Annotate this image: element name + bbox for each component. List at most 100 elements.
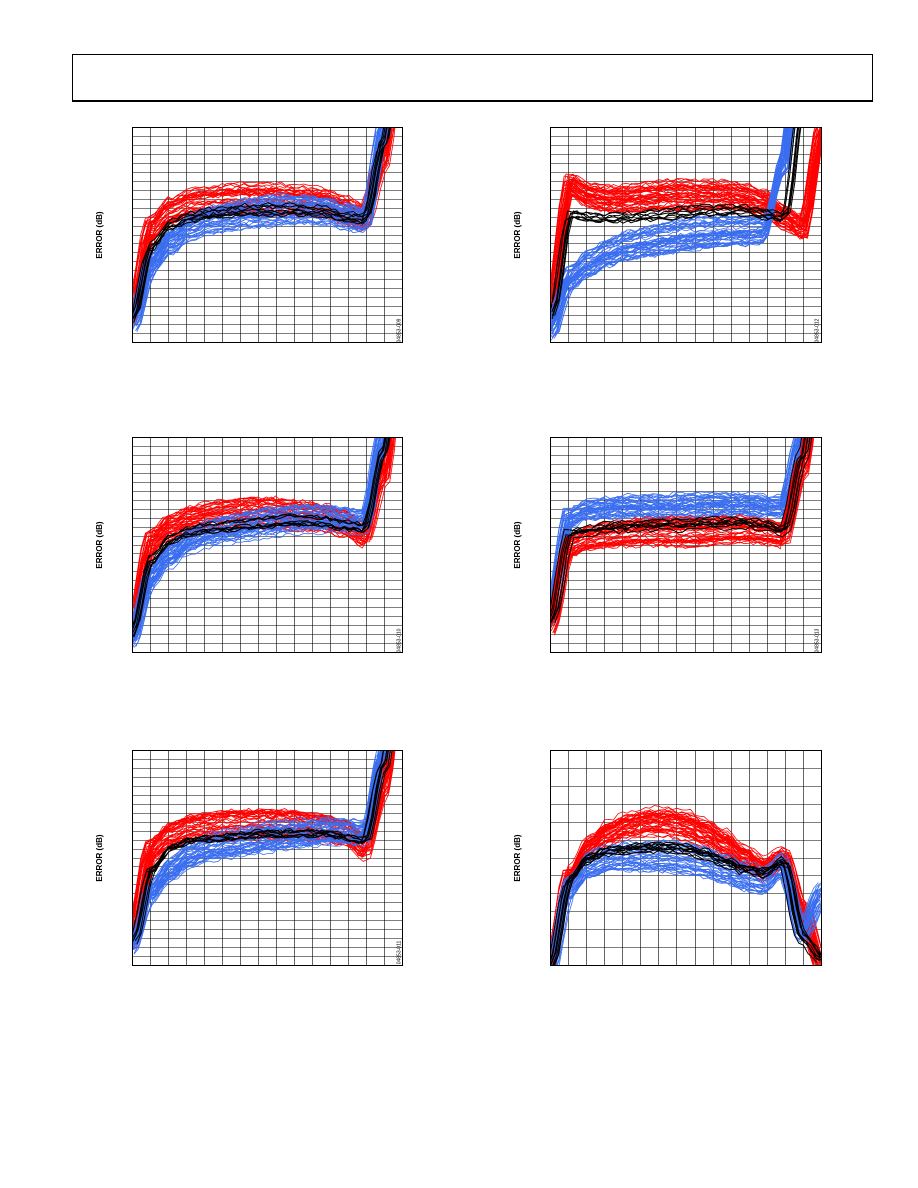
error-plot <box>132 127 403 343</box>
y-axis-label: ERROR (dB) <box>95 834 104 882</box>
series-line-blue <box>550 861 821 966</box>
series-line-red <box>550 127 818 291</box>
error-plot <box>132 750 403 966</box>
series-line-blue <box>550 437 798 605</box>
series-line-red <box>132 127 384 292</box>
series-line-blue <box>132 127 377 307</box>
series-line-black <box>132 127 388 321</box>
series-line-black <box>553 843 822 966</box>
series-line-red <box>550 130 820 301</box>
series-line-blue <box>550 127 790 323</box>
series-line-red <box>554 132 822 300</box>
series-line-red <box>553 144 822 315</box>
series-line-blue <box>132 750 385 951</box>
series-line-black <box>550 437 809 623</box>
series-line-blue <box>550 127 786 313</box>
series-line-red <box>550 127 819 298</box>
series-line-blue <box>553 437 809 624</box>
series-line-red <box>550 127 821 304</box>
y-axis-label: ERROR (dB) <box>513 521 522 569</box>
series-line-red <box>132 750 386 919</box>
page-header-box <box>72 54 873 102</box>
series-line-blue <box>551 866 820 966</box>
series-line-blue <box>132 750 382 938</box>
series-line-blue <box>550 127 786 324</box>
y-axis-label: ERROR (dB) <box>95 521 104 569</box>
y-axis-label: ERROR (dB) <box>513 834 522 882</box>
series-line-blue <box>550 853 822 966</box>
series-line-red <box>132 127 385 300</box>
series-line-blue <box>550 127 790 331</box>
series-line-blue <box>550 437 800 605</box>
series-line-black <box>551 127 800 320</box>
series-line-red <box>132 127 391 313</box>
series-line-blue <box>550 127 792 335</box>
series-line-blue <box>551 437 806 616</box>
series-line-black <box>553 127 801 311</box>
series-line-black <box>132 127 388 322</box>
plot-border <box>550 437 822 653</box>
series-line-blue <box>132 437 387 647</box>
series-line-red <box>550 827 815 966</box>
series-line-black <box>550 437 809 622</box>
series-line-blue <box>136 127 392 332</box>
series-line-black <box>134 750 391 942</box>
series-line-blue <box>135 127 388 322</box>
series-line-blue <box>132 750 382 944</box>
series-line-black <box>550 845 821 964</box>
series-line-blue <box>132 750 379 936</box>
series-line-blue <box>132 437 381 636</box>
series-line-blue <box>554 127 796 336</box>
series-line-blue <box>550 437 803 616</box>
series-line-black <box>132 437 386 629</box>
series-line-blue <box>550 437 795 597</box>
series-line-blue <box>550 437 807 626</box>
series-line-blue <box>132 437 377 622</box>
series-line-red <box>550 437 808 624</box>
series-line-red <box>550 827 819 966</box>
series-line-black <box>132 750 388 939</box>
plot-border <box>132 750 403 966</box>
series-line-black <box>132 127 386 316</box>
series-line-black <box>550 850 818 963</box>
series-line-blue <box>552 437 808 620</box>
series-line-blue <box>550 127 793 341</box>
series-line-blue <box>550 859 821 966</box>
series-line-red <box>550 437 806 629</box>
series-line-blue <box>134 750 390 952</box>
series-line-black <box>135 127 392 316</box>
series-line-blue <box>550 437 802 611</box>
series-line-black <box>554 437 813 624</box>
y-axis-label: ERROR (dB) <box>95 211 104 259</box>
error-plot <box>132 437 403 653</box>
series-line-red <box>550 810 821 961</box>
series-line-blue <box>133 437 389 648</box>
series-line-red <box>550 805 822 955</box>
series-line-blue <box>132 127 381 313</box>
error-plot <box>550 750 822 966</box>
y-axis-label: ERROR (dB) <box>513 211 522 259</box>
series-line-red <box>132 127 388 306</box>
series-line-blue <box>132 437 382 641</box>
series-line-blue <box>550 437 804 615</box>
series-line-blue <box>132 127 379 311</box>
series-line-blue <box>132 437 378 628</box>
series-line-blue <box>132 750 379 936</box>
plot-border <box>132 127 403 343</box>
series-line-red <box>550 437 806 625</box>
series-line-blue <box>554 862 822 966</box>
series-line-red <box>135 127 393 307</box>
series-line-red <box>132 437 392 639</box>
series-line-blue <box>136 127 392 331</box>
series-line-black <box>553 437 811 618</box>
plot-border <box>550 750 822 966</box>
plot-border <box>132 437 403 653</box>
series-line-blue <box>132 437 377 622</box>
series-line-black <box>132 127 388 317</box>
series-line-red <box>550 437 811 632</box>
series-line-blue <box>550 868 818 966</box>
series-line-black <box>136 750 393 945</box>
series-line-blue <box>550 839 822 956</box>
series-line-black <box>550 849 822 966</box>
series-line-black <box>132 437 387 633</box>
